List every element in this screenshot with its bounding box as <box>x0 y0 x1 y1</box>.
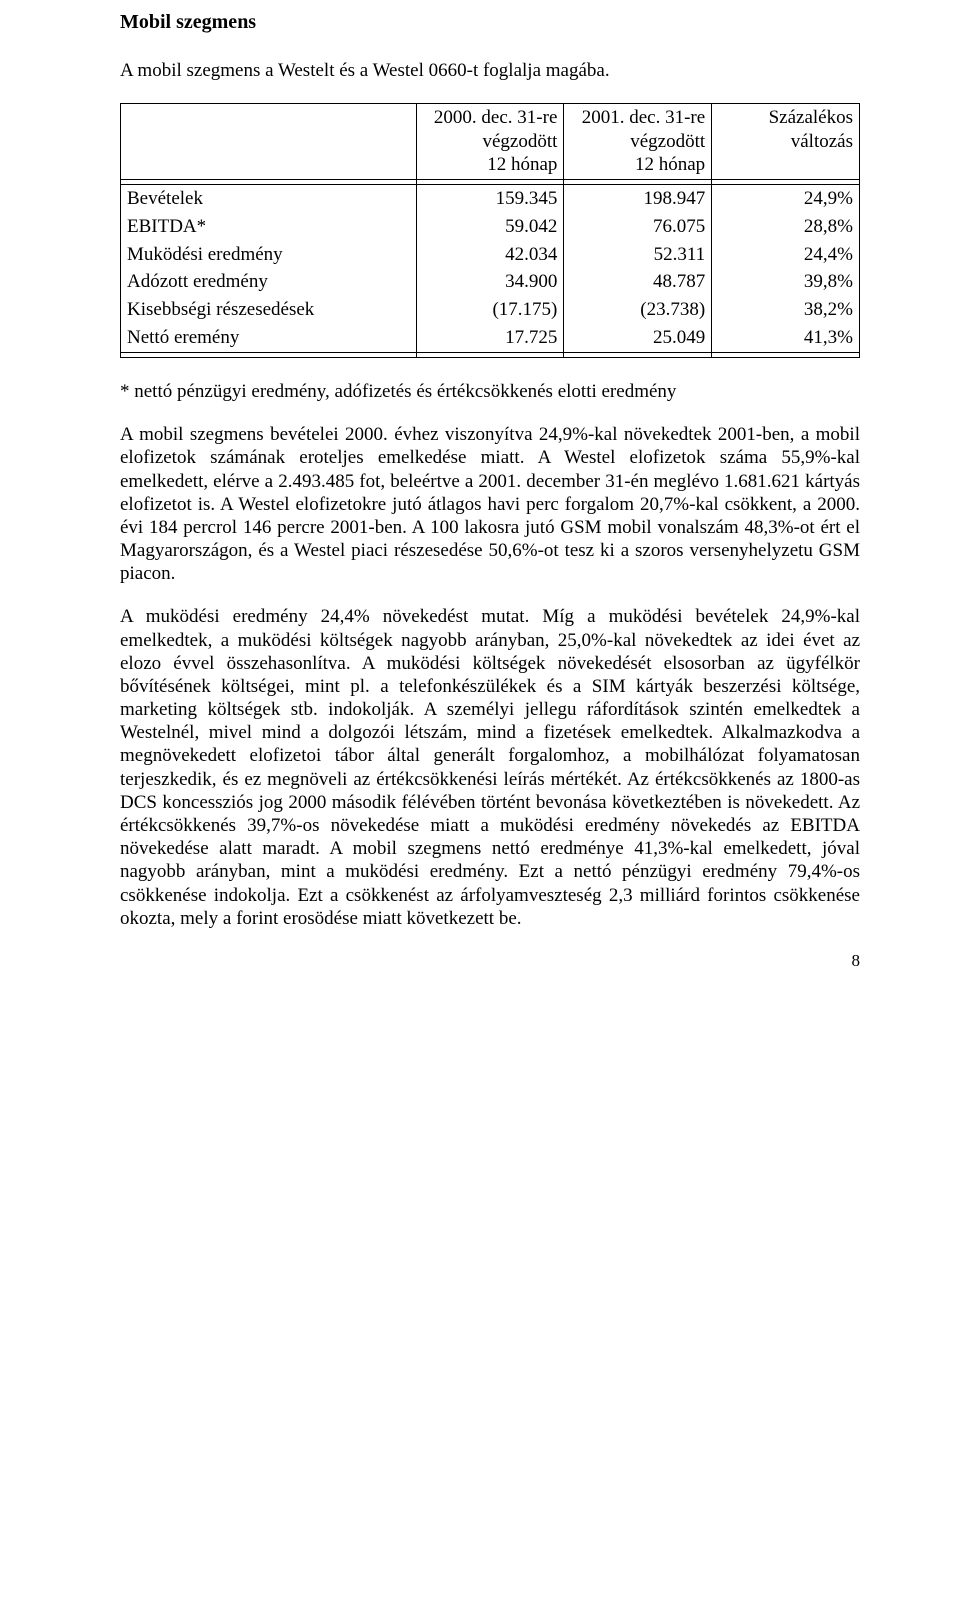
header-col3-line1: Százalékos <box>769 107 853 128</box>
table-row: Kisebbségi részesedések(17.175)(23.738)3… <box>121 296 860 324</box>
table-row: Bevételek159.345198.94724,9% <box>121 185 860 213</box>
value-pct: 24,4% <box>712 241 860 269</box>
table-row: Adózott eredmény34.90048.78739,8% <box>121 268 860 296</box>
value-2001: 25.049 <box>564 324 712 352</box>
table-spacer-bottom <box>121 352 860 357</box>
body-paragraph: A mobil szegmens bevételei 2000. évhez v… <box>120 423 860 585</box>
value-2001: 48.787 <box>564 268 712 296</box>
table-row: Nettó eremény17.72525.04941,3% <box>121 324 860 352</box>
table-footnote: * nettó pénzügyi eredmény, adófizetés és… <box>120 380 860 404</box>
section-title: Mobil szegmens <box>120 10 860 35</box>
value-2000: 59.042 <box>416 213 564 241</box>
body-paragraphs: A mobil szegmens bevételei 2000. évhez v… <box>120 423 860 930</box>
value-pct: 28,8% <box>712 213 860 241</box>
value-2000: (17.175) <box>416 296 564 324</box>
value-2001: 198.947 <box>564 185 712 213</box>
value-pct: 39,8% <box>712 268 860 296</box>
header-col1-line3: 12 hónap <box>487 154 557 175</box>
value-2000: 34.900 <box>416 268 564 296</box>
metric-label: Adózott eredmény <box>121 268 417 296</box>
table-header-row: 2000. dec. 31-re végzodött 12 hónap 2001… <box>121 103 860 179</box>
value-pct: 24,9% <box>712 185 860 213</box>
value-2001: (23.738) <box>564 296 712 324</box>
header-col3-line2: változás <box>791 131 853 152</box>
value-2000: 159.345 <box>416 185 564 213</box>
value-pct: 41,3% <box>712 324 860 352</box>
value-2001: 76.075 <box>564 213 712 241</box>
table-body: Bevételek159.345198.94724,9%EBITDA*59.04… <box>121 185 860 353</box>
table-row: EBITDA*59.04276.07528,8% <box>121 213 860 241</box>
header-metric <box>121 103 417 179</box>
metric-label: Nettó eremény <box>121 324 417 352</box>
header-col2-line3: 12 hónap <box>635 154 705 175</box>
header-col2: 2001. dec. 31-re végzodött 12 hónap <box>564 103 712 179</box>
header-col1-line2: végzodött <box>482 131 557 152</box>
metric-label: Kisebbségi részesedések <box>121 296 417 324</box>
table-row: Muködési eredmény42.03452.31124,4% <box>121 241 860 269</box>
header-col2-line1: 2001. dec. 31-re <box>582 107 705 128</box>
financials-table: 2000. dec. 31-re végzodött 12 hónap 2001… <box>120 103 860 358</box>
value-2000: 17.725 <box>416 324 564 352</box>
value-2000: 42.034 <box>416 241 564 269</box>
value-2001: 52.311 <box>564 241 712 269</box>
page-number: 8 <box>120 950 860 971</box>
header-col1-line1: 2000. dec. 31-re <box>434 107 557 128</box>
header-col2-line2: végzodött <box>630 131 705 152</box>
metric-label: EBITDA* <box>121 213 417 241</box>
metric-label: Bevételek <box>121 185 417 213</box>
header-col3: Százalékos változás <box>712 103 860 179</box>
intro-text: A mobil szegmens a Westelt és a Westel 0… <box>120 59 860 83</box>
header-col1: 2000. dec. 31-re végzodött 12 hónap <box>416 103 564 179</box>
body-paragraph: A muködési eredmény 24,4% növekedést mut… <box>120 605 860 929</box>
metric-label: Muködési eredmény <box>121 241 417 269</box>
value-pct: 38,2% <box>712 296 860 324</box>
